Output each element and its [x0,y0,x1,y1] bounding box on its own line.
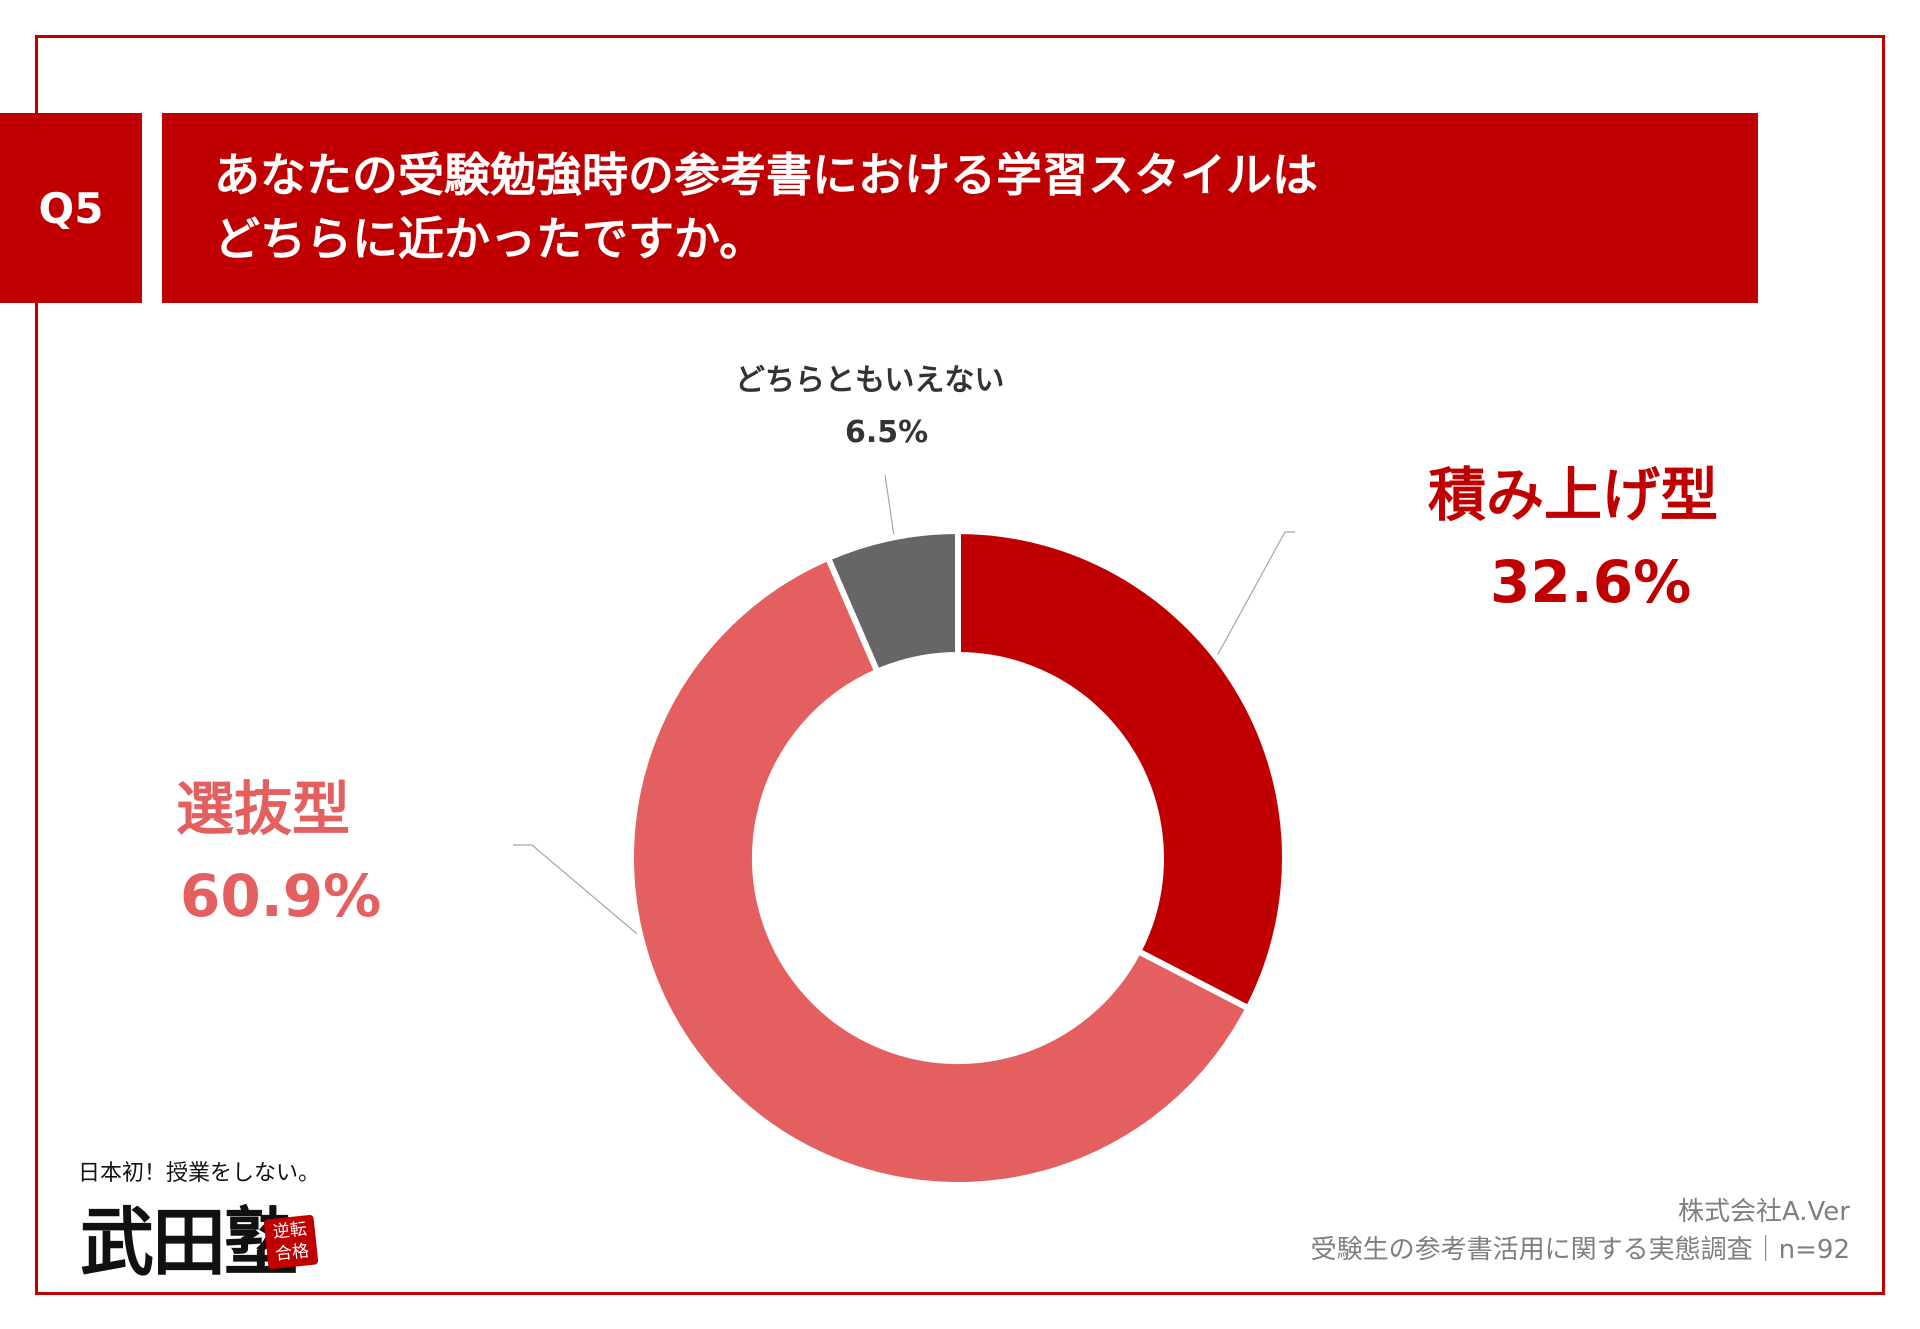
question-banner: あなたの受験勉強時の参考書における学習スタイルは どちらに近かったですか。 [162,113,1758,303]
donut-slices [628,527,1288,1189]
question-line-1: あなたの受験勉強時の参考書における学習スタイルは [214,148,1318,202]
slice-neutral [824,527,961,676]
label-stacking-value: 32.6% [1490,548,1692,616]
slide-frame [35,35,1885,1295]
slice-stacking [955,527,1288,1013]
question-line-2: どちらに近かったですか。 [214,212,766,266]
logo-tagline: 日本初！授業をしない。 [78,1161,321,1186]
footer-credit: 株式会社A.Ver 受験生の参考書活用に関する実態調査｜n=92 [1311,1193,1850,1269]
question-number-badge: Q5 [0,113,142,303]
takedajuku-logo: 日本初！授業をしない。 武田塾 逆転合格 [78,1155,338,1286]
logo-stamp: 逆転合格 [263,1214,319,1270]
footer-company: 株式会社A.Ver [1677,1197,1850,1227]
slice-selection [628,553,1253,1189]
label-selection-value: 60.9% [180,862,382,930]
footer-survey: 受験生の参考書活用に関する実態調査｜n=92 [1310,1235,1850,1265]
label-neutral-value: 6.5% [845,415,929,450]
question-number: Q5 [38,183,104,233]
label-selection-name: 選抜型 [176,775,351,843]
label-neutral-name: どちらともいえない [735,363,1005,398]
logo-name: 武田塾 [80,1200,298,1286]
label-stacking-name: 積み上げ型 [1428,461,1719,529]
